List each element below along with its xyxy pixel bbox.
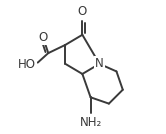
Text: O: O — [39, 31, 48, 44]
Text: HO: HO — [18, 58, 36, 71]
Text: O: O — [78, 5, 87, 18]
Text: NH₂: NH₂ — [80, 116, 102, 129]
Text: N: N — [95, 57, 104, 70]
